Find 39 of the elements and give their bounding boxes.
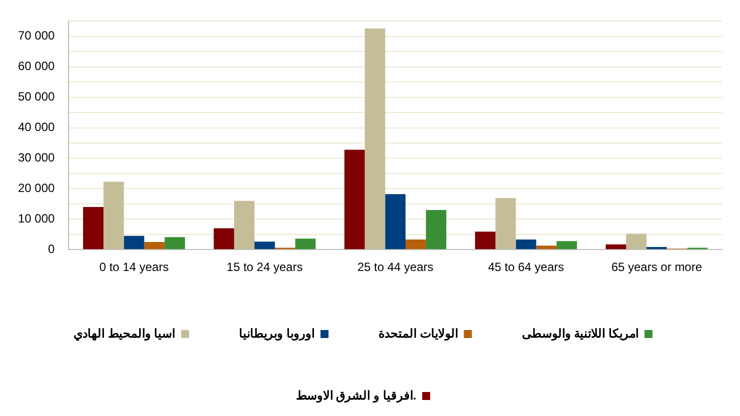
bar [495,198,516,250]
bar [516,240,536,250]
bar [344,150,365,250]
bar [164,237,185,250]
y-tick-label: 70 000 [18,28,56,43]
bar [214,228,234,250]
x-tick-label: 15 to 24 years [226,260,303,274]
bar [556,241,577,250]
bar [536,246,557,250]
y-tick-label: 10 000 [18,211,56,226]
bar [234,200,254,250]
y-tick-label: 50 000 [18,90,56,104]
y-tick-label: 0 [48,242,56,256]
bar [426,210,446,250]
bar [124,236,144,250]
bar [385,194,406,250]
x-tick-label: 45 to 64 years [488,260,564,274]
legend-label: اوروبا وبريطانيا [239,326,314,342]
y-tick-label: 20 000 [18,181,56,196]
bar [144,242,165,250]
y-tick-label: 30 000 [18,150,56,165]
bar [626,234,646,250]
x-tick-label: 65 years or more [611,260,702,274]
legend-label: افرقيا و الشرق الاوسط. [296,388,416,404]
bar [254,242,275,250]
bar [364,28,386,250]
bar [103,182,124,250]
x-tick-label: 0 to 14 years [99,260,169,274]
legend-label: الولايات المتحدة [378,326,458,342]
x-tick-label: 25 to 44 years [357,260,434,274]
y-tick-label: 40 000 [18,120,56,134]
bar [295,238,316,250]
y-tick-label: 60 000 [18,59,56,74]
bar [406,240,426,250]
legend-label: اسيا والمحيط الهادي [73,326,176,342]
bar [83,206,104,250]
bar [475,232,496,250]
legend-label: امريكا اللاتنية والوسطى [522,326,638,342]
bar [606,244,626,250]
